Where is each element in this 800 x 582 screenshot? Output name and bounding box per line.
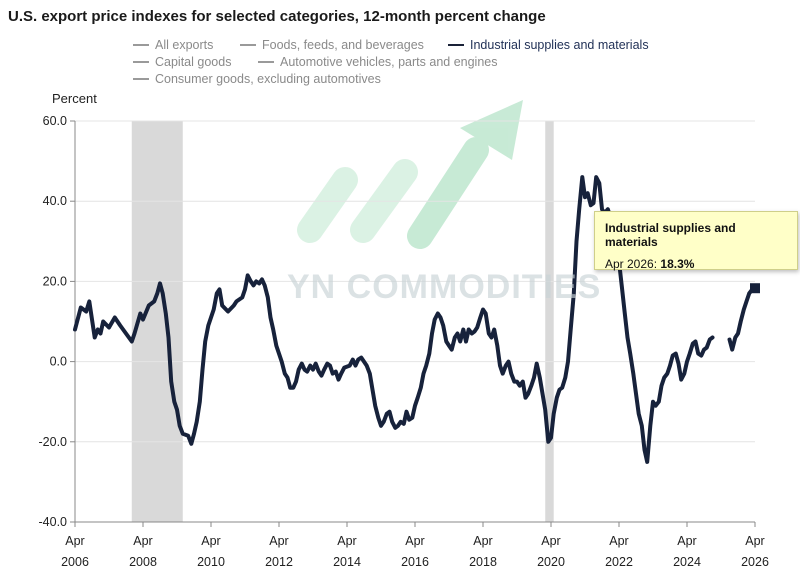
legend-swatch [133, 60, 149, 63]
tooltip-series-name: Industrial supplies and materials [605, 221, 736, 249]
recession-bands [131, 121, 554, 522]
legend-item-industrial-supplies[interactable]: Industrial supplies and materials [448, 38, 649, 52]
x-tick-label-month: Apr [745, 534, 764, 548]
legend-item-consumer-goods[interactable]: Consumer goods, excluding automotives [133, 72, 381, 86]
legend-item-automotive[interactable]: Automotive vehicles, parts and engines [258, 55, 498, 69]
chart-title: U.S. export price indexes for selected c… [8, 8, 546, 25]
tooltip-date: Apr 2026: [605, 257, 658, 271]
x-tick-label-month: Apr [473, 534, 492, 548]
y-tick-label: 60.0 [43, 114, 67, 128]
logo-watermark [297, 100, 523, 249]
x-tick-label-month: Apr [133, 534, 152, 548]
x-tick-label-month: Apr [201, 534, 220, 548]
x-tick-label-month: Apr [677, 534, 696, 548]
highlight-marker-group [750, 283, 760, 294]
legend-label: Automotive vehicles, parts and engines [280, 55, 498, 69]
x-tick-label-year: 2018 [469, 555, 497, 569]
legend-label: Foods, feeds, and beverages [262, 38, 424, 52]
x-tick-label-year: 2026 [741, 555, 769, 569]
y-axis-title: Percent [52, 91, 97, 106]
legend-item-capital-goods[interactable]: Capital goods [133, 55, 231, 69]
x-tick-label-month: Apr [405, 534, 424, 548]
y-tick-label: 20.0 [43, 274, 67, 288]
x-tick-label-year: 2012 [265, 555, 293, 569]
axes: 60.0 40.0 20.0 0.0 -20.0 -40.0 Apr 2006 Apr 2008 A… [39, 114, 769, 569]
x-tick-label-month: Apr [609, 534, 628, 548]
x-tick-label-year: 2020 [537, 555, 565, 569]
tooltip-value: 18.3% [660, 257, 695, 271]
x-tick-label-year: 2016 [401, 555, 429, 569]
x-tick-label-month: Apr [269, 534, 288, 548]
y-tick-label: -40.0 [39, 515, 68, 529]
data-tooltip: Industrial supplies and materials Apr 20… [594, 211, 798, 271]
x-tick-label-year: 2010 [197, 555, 225, 569]
x-tick-label-year: 2024 [673, 555, 701, 569]
recession-band [131, 121, 183, 522]
recession-band [545, 121, 554, 522]
y-tick-label: 40.0 [43, 194, 67, 208]
legend-label: Consumer goods, excluding automotives [155, 72, 381, 86]
legend-item-all-exports[interactable]: All exports [133, 38, 213, 52]
legend-swatch [258, 60, 274, 63]
y-tick-label: 0.0 [50, 355, 67, 369]
legend-item-foods[interactable]: Foods, feeds, and beverages [240, 38, 424, 52]
legend-swatch [133, 43, 149, 46]
x-tick-label-month: Apr [65, 534, 84, 548]
x-tick-label-year: 2022 [605, 555, 633, 569]
x-tick-label-month: Apr [337, 534, 356, 548]
highlight-marker [750, 283, 760, 294]
tooltip-value-row: Apr 2026: 18.3% [605, 257, 787, 271]
legend-label: All exports [155, 38, 214, 52]
legend-swatch [133, 77, 149, 80]
legend-label: Industrial supplies and materials [470, 38, 649, 52]
x-tick-label-year: 2014 [333, 555, 361, 569]
x-tick-label-month: Apr [541, 534, 560, 548]
x-tick-label-year: 2008 [129, 555, 157, 569]
watermark-text: YN COMMODITIES [287, 268, 602, 306]
y-tick-label: -20.0 [39, 435, 68, 449]
legend-swatch [240, 43, 256, 46]
legend-swatch [448, 43, 464, 46]
legend-label: Capital goods [155, 55, 232, 69]
x-tick-label-year: 2006 [61, 555, 89, 569]
series-line [727, 286, 757, 352]
